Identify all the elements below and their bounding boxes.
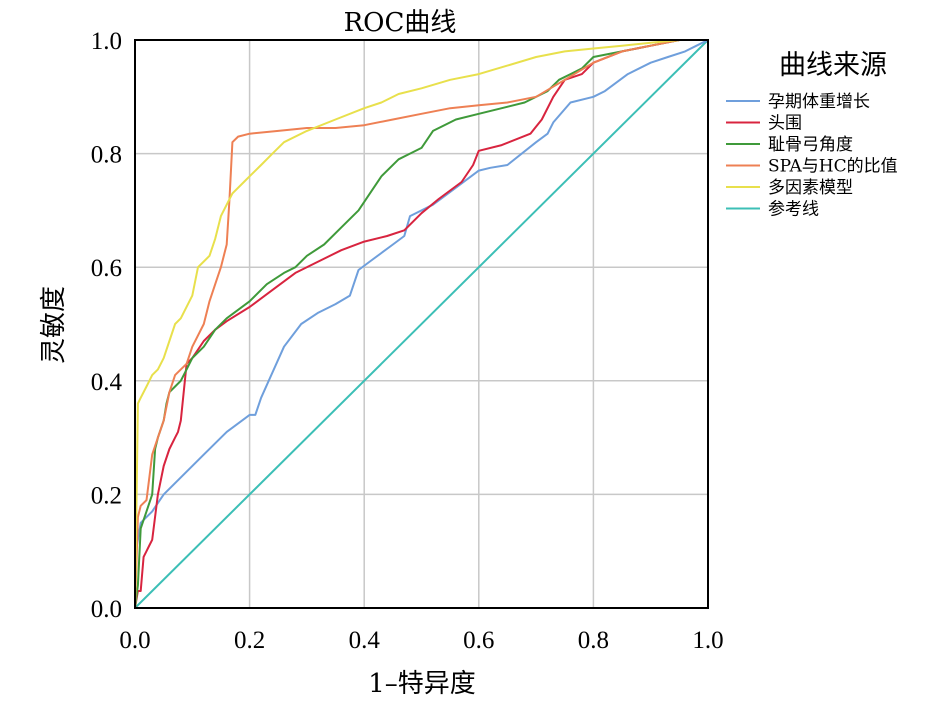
legend-title: 曲线来源 (779, 50, 887, 81)
y-tick-label: 0.6 (91, 255, 122, 282)
x-tick-label: 0.0 (119, 627, 150, 654)
legend-label: 耻骨弓角度 (768, 135, 853, 155)
x-tick-label: 1.0 (692, 627, 723, 654)
y-tick-label: 0.4 (91, 369, 123, 396)
x-tick-label: 0.2 (234, 627, 265, 654)
series-line-5 (134, 39, 708, 609)
series-line-2 (134, 39, 708, 609)
x-tick-label: 0.4 (349, 627, 381, 654)
x-tick-labels: 0.0 0.2 0.4 0.6 0.8 1.0 (119, 627, 723, 654)
y-tick-label: 0.8 (91, 142, 122, 169)
series-line-4 (134, 39, 708, 609)
y-tick-labels: 0.0 0.2 0.4 0.6 0.8 1.0 (91, 28, 123, 623)
y-tick-label: 0.2 (91, 482, 122, 509)
chart-title: ROC曲线 (344, 8, 457, 38)
x-tick-label: 0.6 (463, 627, 494, 654)
legend-label: 参考线 (768, 200, 819, 220)
series-lines (134, 39, 709, 609)
y-tick-label: 1.0 (91, 28, 122, 55)
y-axis-title: 灵敏度 (39, 286, 69, 364)
y-tick-label: 0.0 (91, 596, 122, 623)
plot-frame (134, 39, 709, 609)
x-tick-label: 0.8 (578, 627, 609, 654)
legend-label: 头围 (768, 114, 802, 134)
series-line-6 (134, 39, 709, 609)
x-axis-title: 1–特异度 (368, 669, 476, 699)
legend-label: SPA与HC的比值 (768, 157, 898, 177)
series-line-1 (134, 39, 709, 608)
legend-label: 多因素模型 (768, 178, 853, 198)
legend-label: 孕期体重增长 (768, 92, 870, 112)
